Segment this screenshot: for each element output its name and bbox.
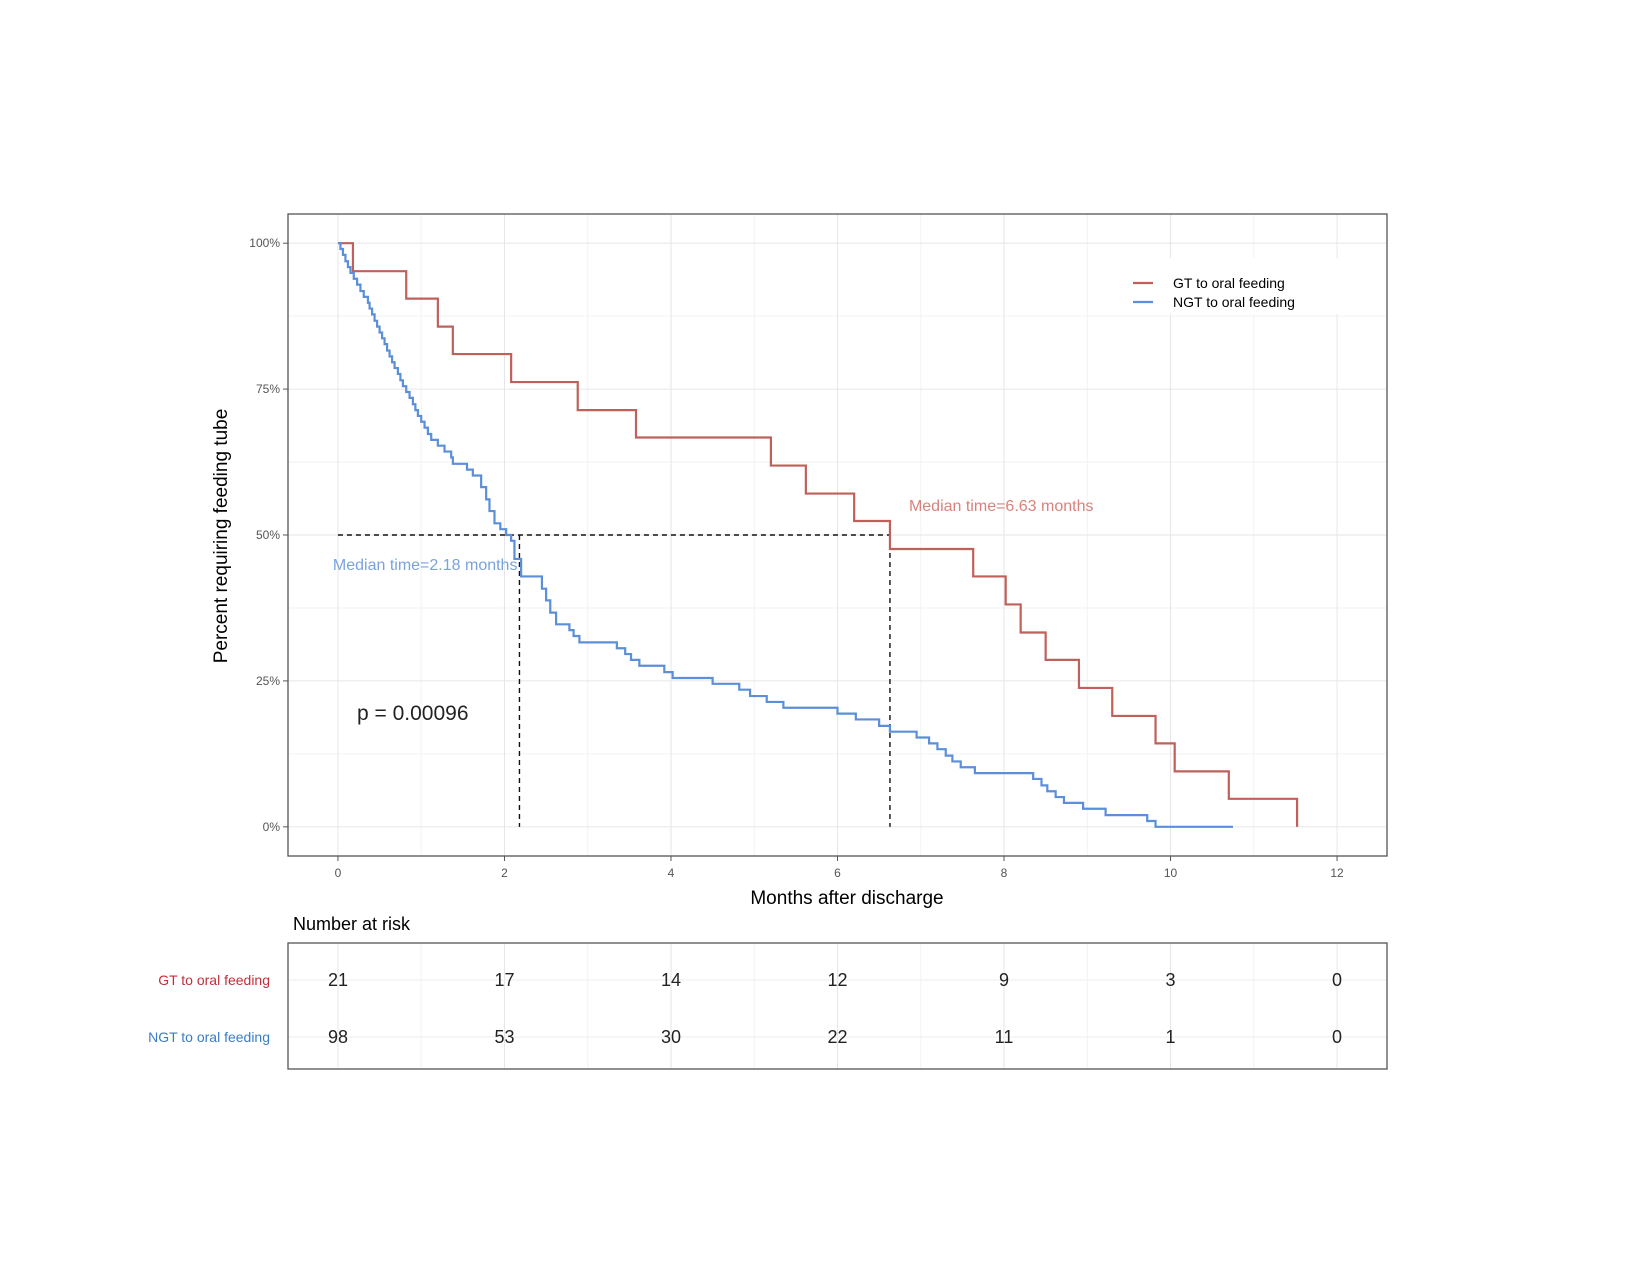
y-axis-ticks: 0% 25% 50% 75% 100%: [249, 236, 288, 834]
x-tick-label: 12: [1330, 866, 1344, 880]
risk-table-cell: 0: [1332, 970, 1342, 990]
risk-table: Number at risk GT to oral feeding 21 17 14 1…: [148, 914, 1388, 1070]
risk-table-cell: 0: [1332, 1027, 1342, 1047]
risk-table-cell: 9: [999, 970, 1009, 990]
risk-table-cell: 98: [328, 1027, 348, 1047]
risk-table-cell: 11: [995, 1027, 1014, 1047]
risk-table-cell: 22: [827, 1027, 847, 1047]
legend-entries: GT to oral feeding NGT to oral feeding: [1133, 275, 1295, 310]
x-tick-label: 6: [834, 866, 841, 880]
risk-table-cell: 17: [494, 970, 514, 990]
gt-survival-curve: [337, 242, 1299, 827]
risk-table-cell: 30: [661, 1027, 681, 1047]
risk-table-cell: 53: [494, 1027, 514, 1047]
x-axis-ticks: 0 2 4 6 8 10 12: [335, 856, 1344, 880]
series-lines: [337, 242, 1299, 828]
plot-panel: 0 2 4 6 8 10 12 0% 25% 50% 75% 100% Median time=6.…: [249, 213, 1388, 880]
ngt-legend-label: NGT to oral feeding: [1173, 294, 1295, 310]
x-tick-label: 4: [668, 866, 675, 880]
risk-table-cell: 21: [328, 970, 348, 990]
x-tick-label: 8: [1001, 866, 1008, 880]
x-tick-label: 0: [335, 866, 342, 880]
y-tick-label: 75%: [256, 382, 280, 396]
gt-median-label: Median time=6.63 months: [909, 498, 1094, 515]
y-tick-label: 50%: [256, 528, 280, 542]
median-guides: [337, 534, 891, 827]
y-tick-label: 0%: [263, 820, 281, 834]
risk-table-cell: 1: [1166, 1027, 1176, 1047]
median-labels: Median time=6.63 months Median time=2.18 …: [333, 498, 1094, 574]
ngt-median-label: Median time=2.18 months: [333, 557, 518, 574]
risk-table-cell: 14: [661, 970, 681, 990]
legend: GT to oral feeding NGT to oral feeding: [1108, 258, 1383, 314]
risk-table-border: [287, 942, 1388, 1070]
gt-risk-row-label: GT to oral feeding: [158, 972, 270, 988]
y-tick-label: 100%: [249, 236, 280, 250]
risk-table-cell: 3: [1166, 970, 1176, 990]
p-value-annotation: p = 0.00096: [357, 702, 469, 725]
gt-legend-label: GT to oral feeding: [1173, 275, 1285, 291]
x-axis-label: Months after discharge: [750, 888, 943, 909]
ngt-survival-curve: [337, 242, 1233, 828]
legend-background: [1108, 258, 1383, 314]
risk-table-grid: [288, 943, 1387, 1069]
risk-table-title: Number at risk: [293, 914, 411, 934]
risk-table-cell: 12: [827, 970, 847, 990]
y-axis-label: Percent requiring feeding tube: [211, 409, 232, 664]
x-tick-label: 10: [1164, 866, 1178, 880]
y-tick-label: 25%: [256, 674, 280, 688]
x-tick-label: 2: [501, 866, 508, 880]
ngt-risk-row-label: NGT to oral feeding: [148, 1029, 270, 1045]
